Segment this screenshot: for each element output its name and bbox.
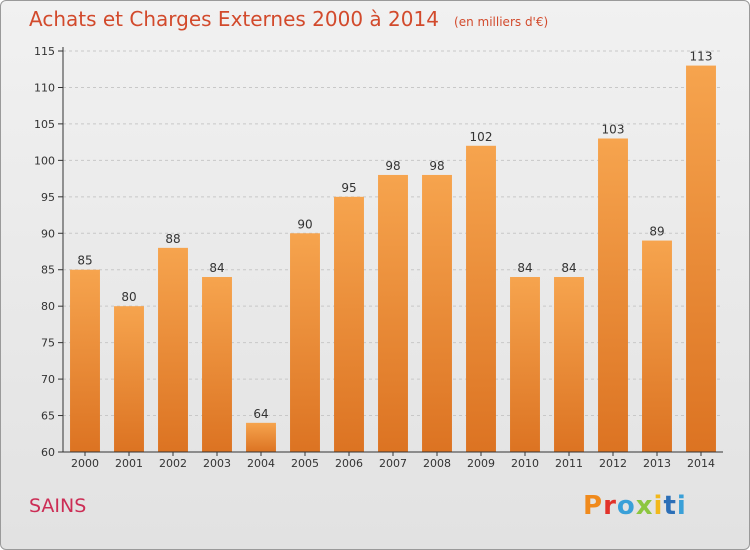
logo-letter: i (653, 491, 664, 521)
x-tick-label: 2014 (687, 457, 715, 470)
bar-2013 (642, 240, 672, 452)
data-label: 88 (165, 232, 180, 246)
y-tick-label: 110 (34, 81, 55, 94)
logo-letter: x (635, 491, 654, 521)
y-tick-label: 65 (41, 410, 55, 423)
chart-subtitle: (en milliers d'€) (454, 15, 549, 29)
data-label: 95 (341, 181, 356, 195)
y-tick-label: 85 (41, 264, 55, 277)
title-row: Achats et Charges Externes 2000 à 2014 (… (29, 7, 548, 31)
data-label: 113 (690, 50, 713, 64)
bar-2000 (70, 269, 100, 452)
bar-2005 (290, 233, 320, 452)
x-tick-label: 2013 (643, 457, 671, 470)
data-label: 64 (253, 407, 268, 421)
bar-2004 (246, 422, 276, 452)
x-tick-label: 2010 (511, 457, 539, 470)
y-tick-label: 90 (41, 227, 55, 240)
x-tick-label: 2011 (555, 457, 583, 470)
bar-2014 (686, 65, 716, 452)
bar-2008 (422, 174, 452, 453)
bar-2009 (466, 145, 496, 453)
x-tick-label: 2012 (599, 457, 627, 470)
x-tick-label: 2007 (379, 457, 407, 470)
data-label: 98 (385, 159, 400, 173)
x-tick-label: 2008 (423, 457, 451, 470)
y-tick-label: 70 (41, 373, 55, 386)
place-name: SAINS (29, 495, 87, 517)
data-label: 103 (602, 122, 625, 136)
data-label: 80 (121, 290, 136, 304)
y-tick-label: 60 (41, 446, 55, 459)
bar-2003 (202, 277, 232, 452)
data-label: 84 (517, 261, 532, 275)
logo-letter: r (603, 491, 617, 521)
bar-2011 (554, 277, 584, 452)
data-label: 89 (649, 225, 664, 239)
logo-letter: o (616, 491, 636, 521)
x-tick-label: 2000 (71, 457, 99, 470)
data-label: 102 (470, 130, 493, 144)
logo-letter: t (663, 491, 677, 521)
x-tick-label: 2006 (335, 457, 363, 470)
y-tick-label: 100 (34, 154, 55, 167)
y-tick-label: 115 (34, 45, 55, 58)
logo-letter: P (583, 491, 604, 521)
y-tick-label: 80 (41, 300, 55, 313)
x-tick-label: 2002 (159, 457, 187, 470)
x-tick-label: 2004 (247, 457, 275, 470)
y-tick-label: 105 (34, 118, 55, 131)
y-tick-label: 95 (41, 191, 55, 204)
axis-layer: 60 65 70 75 80 85 90 95 100 105 110 115 2000 2001 2002… (34, 45, 723, 470)
bar-2007 (378, 174, 408, 453)
bar-2010 (510, 277, 540, 452)
x-tick-label: 2009 (467, 457, 495, 470)
y-tick-label: 75 (41, 337, 55, 350)
chart-title: Achats et Charges Externes 2000 à 2014 (29, 7, 439, 31)
bar-2006 (334, 196, 364, 452)
proxiti-logo: Proxiti (583, 491, 687, 521)
data-label: 90 (297, 217, 312, 231)
logo-letter: i (676, 491, 687, 521)
x-tick-label: 2003 (203, 457, 231, 470)
bar-2012 (598, 138, 628, 452)
bar-layer: 85 80 88 84 64 90 95 98 98 102 84 84 103 89 113 (70, 50, 716, 453)
x-tick-label: 2005 (291, 457, 319, 470)
x-tick-label: 2001 (115, 457, 143, 470)
data-label: 84 (209, 261, 224, 275)
data-label: 84 (561, 261, 576, 275)
data-label: 98 (429, 159, 444, 173)
bar-2002 (158, 247, 188, 452)
bar-2001 (114, 306, 144, 452)
data-label: 85 (77, 254, 92, 268)
